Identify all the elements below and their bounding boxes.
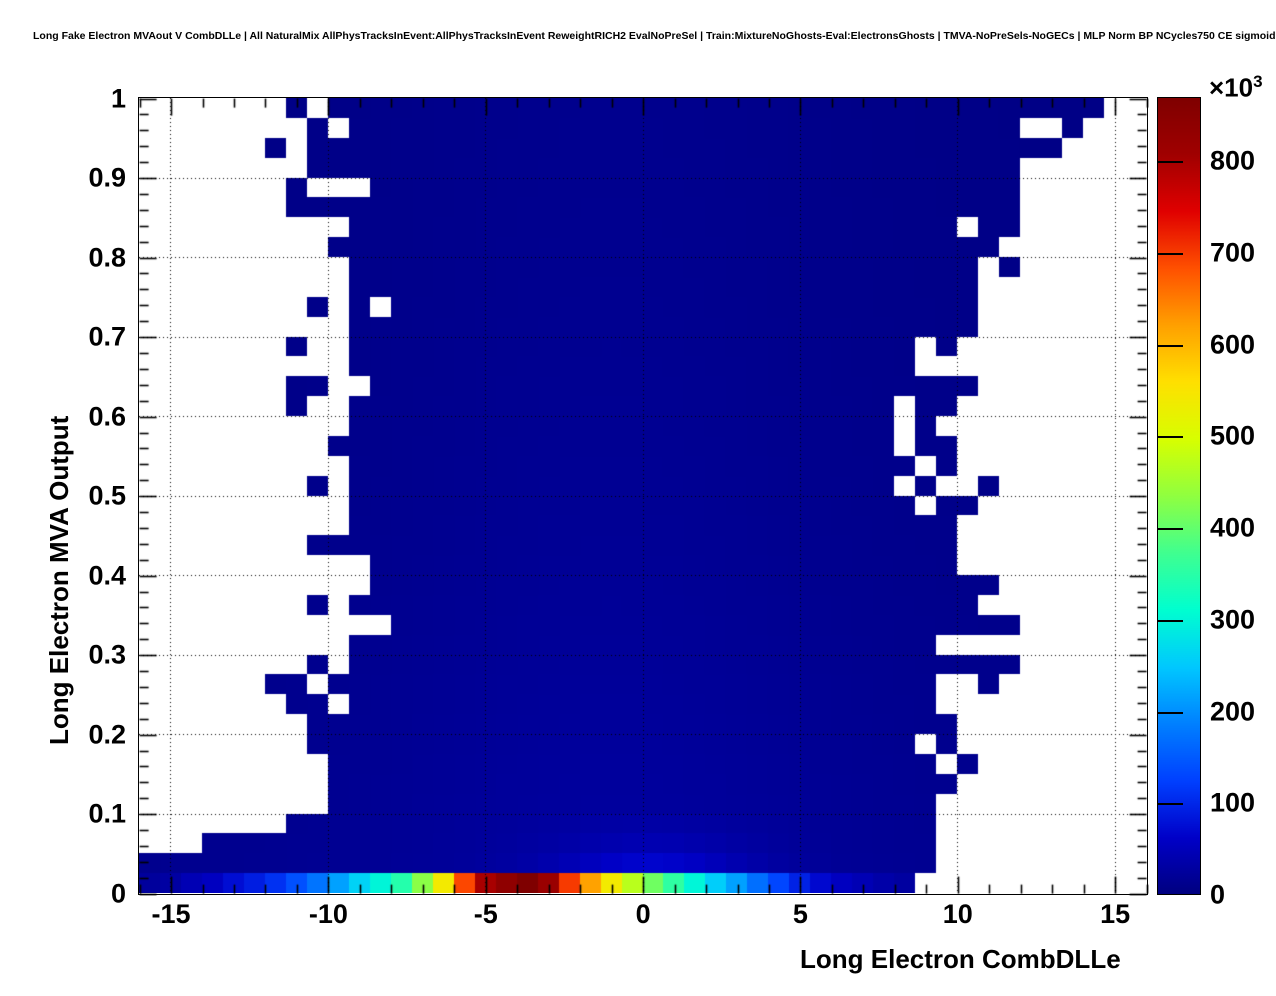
color-scale-tick-label: 400 bbox=[1210, 512, 1256, 543]
plot-frame bbox=[138, 97, 1148, 895]
color-scale-tick-label: 500 bbox=[1210, 420, 1256, 451]
y-axis-tick-label: 1 bbox=[110, 83, 126, 114]
color-scale-tick-label: 600 bbox=[1210, 329, 1256, 360]
color-scale-tick-label: 800 bbox=[1210, 145, 1256, 176]
y-axis-tick-label: 0 bbox=[110, 878, 126, 909]
color-scale-tick-mark bbox=[1157, 252, 1183, 255]
y-axis-tick-label: 0.8 bbox=[88, 242, 126, 273]
color-scale-tick-mark bbox=[1157, 803, 1183, 806]
color-scale-exponent: ×103 bbox=[1209, 72, 1263, 103]
x-axis-tick-label: 10 bbox=[942, 899, 973, 929]
color-scale-tick-mark bbox=[1157, 528, 1183, 531]
x-axis-tick-label: -5 bbox=[473, 899, 498, 929]
color-scale-tick-label: 0 bbox=[1210, 879, 1226, 910]
y-axis-tick-label: 0.3 bbox=[88, 639, 126, 670]
color-scale-tick-label: 300 bbox=[1210, 604, 1256, 635]
x-axis-tick-label: 0 bbox=[635, 899, 651, 929]
page-title: Long Fake Electron MVAout V CombDLLe | A… bbox=[33, 30, 1276, 42]
x-axis-tick-label: -15 bbox=[151, 899, 191, 929]
color-scale-tick-mark bbox=[1157, 344, 1183, 347]
y-axis-tick-label: 0.4 bbox=[88, 560, 126, 591]
y-axis-title: Long Electron MVA Output bbox=[44, 415, 74, 745]
color-scale-tick-label: 100 bbox=[1210, 787, 1256, 818]
histogram-2d bbox=[139, 98, 1146, 893]
color-scale-tick-mark bbox=[1157, 436, 1183, 439]
color-scale-bar bbox=[1157, 97, 1201, 895]
color-scale-tick-label: 700 bbox=[1210, 237, 1256, 268]
y-axis-tick-label: 0.2 bbox=[88, 719, 126, 750]
color-scale-gradient bbox=[1157, 97, 1201, 895]
x-axis-title: Long Electron CombDLLe bbox=[800, 944, 1121, 974]
y-axis-tick-label: 0.9 bbox=[88, 162, 126, 193]
x-axis-tick-label: 15 bbox=[1100, 899, 1131, 929]
color-scale-tick-label: 200 bbox=[1210, 696, 1256, 727]
x-axis-tick-label: -10 bbox=[308, 899, 348, 929]
y-axis-tick-label: 0.1 bbox=[88, 798, 126, 829]
y-axis-tick-label: 0.5 bbox=[88, 480, 126, 511]
y-axis-tick-label: 0.7 bbox=[88, 321, 126, 352]
y-axis-tick-label: 0.6 bbox=[88, 401, 126, 432]
x-axis-tick-label: 5 bbox=[792, 899, 808, 929]
color-scale-tick-mark bbox=[1157, 619, 1183, 622]
color-scale-tick-mark bbox=[1157, 161, 1183, 164]
color-scale-tick-mark bbox=[1157, 711, 1183, 714]
